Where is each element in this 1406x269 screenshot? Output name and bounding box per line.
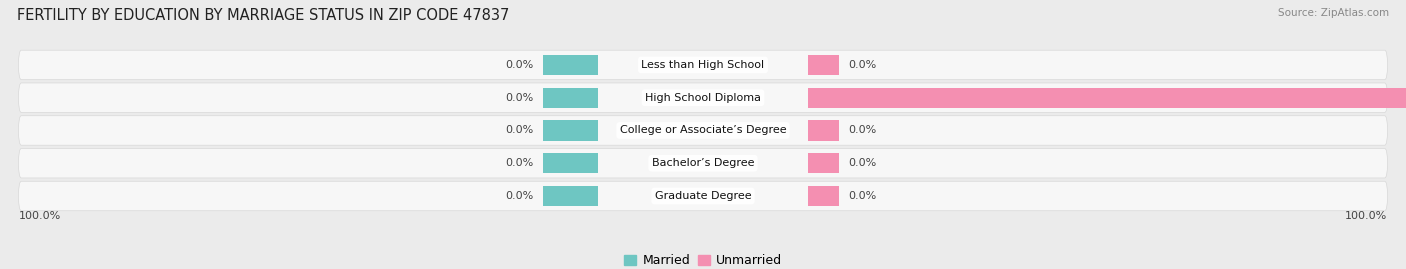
FancyBboxPatch shape	[18, 148, 1388, 178]
Text: Graduate Degree: Graduate Degree	[655, 191, 751, 201]
Text: 0.0%: 0.0%	[848, 60, 876, 70]
Bar	[543, 55, 598, 75]
FancyBboxPatch shape	[18, 50, 1388, 80]
Text: Source: ZipAtlas.com: Source: ZipAtlas.com	[1278, 8, 1389, 18]
Bar	[808, 55, 838, 75]
Text: 0.0%: 0.0%	[505, 125, 533, 136]
Text: Bachelor’s Degree: Bachelor’s Degree	[652, 158, 754, 168]
Text: High School Diploma: High School Diploma	[645, 93, 761, 103]
Text: 0.0%: 0.0%	[505, 60, 533, 70]
Bar	[543, 186, 598, 206]
Text: Less than High School: Less than High School	[641, 60, 765, 70]
Text: 0.0%: 0.0%	[505, 191, 533, 201]
Bar	[808, 186, 838, 206]
Bar	[543, 120, 598, 141]
Bar	[808, 153, 838, 174]
Text: College or Associate’s Degree: College or Associate’s Degree	[620, 125, 786, 136]
FancyBboxPatch shape	[18, 83, 1388, 112]
Text: 0.0%: 0.0%	[848, 125, 876, 136]
FancyBboxPatch shape	[18, 181, 1388, 211]
Text: 0.0%: 0.0%	[505, 158, 533, 168]
Bar	[543, 153, 598, 174]
Bar	[543, 87, 598, 108]
Legend: Married, Unmarried: Married, Unmarried	[619, 249, 787, 269]
Text: FERTILITY BY EDUCATION BY MARRIAGE STATUS IN ZIP CODE 47837: FERTILITY BY EDUCATION BY MARRIAGE STATU…	[17, 8, 509, 23]
Text: 100.0%: 100.0%	[1346, 211, 1388, 221]
Text: 100.0%: 100.0%	[18, 211, 60, 221]
Text: 0.0%: 0.0%	[848, 191, 876, 201]
Bar	[808, 87, 1406, 108]
Text: 0.0%: 0.0%	[848, 158, 876, 168]
FancyBboxPatch shape	[18, 116, 1388, 145]
Bar	[808, 120, 838, 141]
Text: 0.0%: 0.0%	[505, 93, 533, 103]
